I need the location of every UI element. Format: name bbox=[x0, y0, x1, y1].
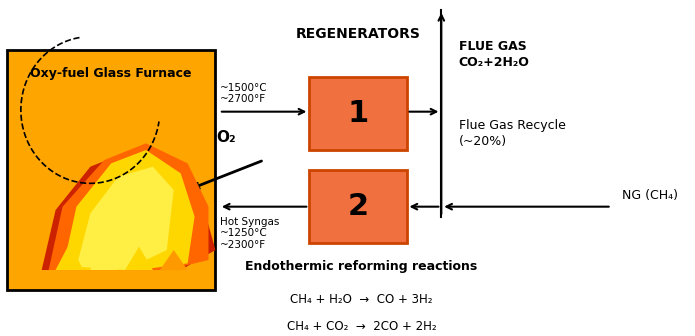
Polygon shape bbox=[63, 150, 195, 270]
FancyBboxPatch shape bbox=[309, 170, 407, 243]
Polygon shape bbox=[42, 150, 215, 270]
Polygon shape bbox=[76, 167, 174, 270]
Text: REGENERATORS: REGENERATORS bbox=[295, 27, 420, 41]
Text: FLUE GAS
CO₂+2H₂O: FLUE GAS CO₂+2H₂O bbox=[459, 40, 530, 69]
FancyBboxPatch shape bbox=[309, 77, 407, 150]
Polygon shape bbox=[56, 243, 83, 270]
Text: CH₄ + CO₂  →  2CO + 2H₂: CH₄ + CO₂ → 2CO + 2H₂ bbox=[286, 320, 436, 333]
Polygon shape bbox=[160, 250, 188, 270]
Text: 2: 2 bbox=[348, 192, 368, 221]
Text: Oxy-fuel Glass Furnace: Oxy-fuel Glass Furnace bbox=[31, 67, 192, 80]
Polygon shape bbox=[125, 247, 153, 270]
Text: Hot Syngas
~1250°C
~2300°F: Hot Syngas ~1250°C ~2300°F bbox=[220, 217, 279, 250]
Text: Flue Gas Recycle
(~20%): Flue Gas Recycle (~20%) bbox=[459, 119, 566, 148]
Text: CH₄ + H₂O  →  CO + 3H₂: CH₄ + H₂O → CO + 3H₂ bbox=[290, 293, 433, 306]
Text: Endothermic reforming reactions: Endothermic reforming reactions bbox=[245, 260, 477, 273]
Polygon shape bbox=[90, 240, 118, 270]
Polygon shape bbox=[49, 143, 208, 270]
FancyBboxPatch shape bbox=[7, 50, 215, 290]
Text: ~1500°C
~2700°F: ~1500°C ~2700°F bbox=[220, 83, 268, 104]
Text: NG (CH₄): NG (CH₄) bbox=[622, 189, 678, 202]
Text: 1: 1 bbox=[348, 99, 368, 128]
Text: O₂: O₂ bbox=[216, 130, 236, 145]
